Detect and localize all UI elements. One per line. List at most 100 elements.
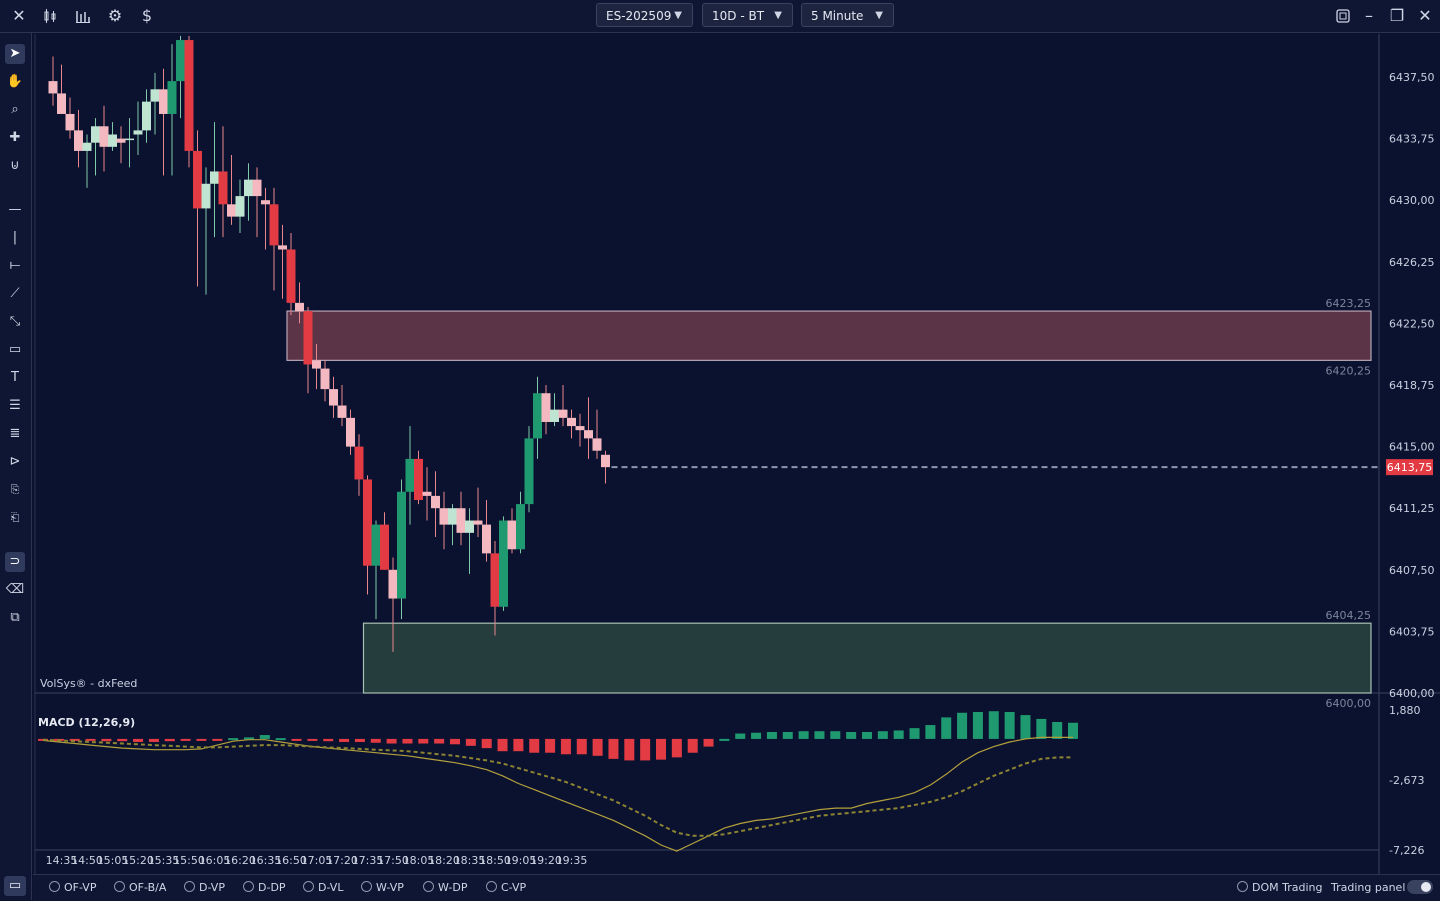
monitor-icon[interactable]: ▭ [4,876,26,896]
candle [269,187,279,291]
radio-of-ba[interactable]: OF-B/A [114,881,166,895]
top-bar: ✕ ⚙ $ ES-202509 ▼ 10D - BT ▼ 5 Minute ▼ – ❐… [0,0,1440,33]
macd-histogram-bar [275,738,286,741]
snap-magnet-icon[interactable]: ⊃ [5,552,25,572]
candle-body [227,204,236,217]
candle-body [210,171,219,184]
macd-histogram-bar [529,738,540,753]
range-select[interactable]: 10D - BT ▼ [702,3,793,27]
price-chart[interactable]: 6423,25 6420,25 6404,25 6400,00 6437,50 6433… [0,0,1440,874]
bar-chart-icon[interactable] [71,4,95,28]
cursor-arrow-icon[interactable]: ➤ [5,44,25,64]
vertical-line-icon[interactable]: | [12,230,18,245]
candle-body [201,183,211,209]
candle-body [465,520,474,533]
chevron-down-icon: ▼ [875,10,883,21]
scale-marker-icon[interactable]: ⎗ [10,511,20,524]
candle-body [337,405,347,418]
candle-body [550,409,559,422]
lines-icon[interactable]: ≣ [9,426,21,441]
symbol-select[interactable]: ES-202509 ▼ [596,3,693,27]
hand-pan-icon[interactable]: ✋ [6,74,24,89]
candle [329,376,338,418]
price-axis: 6437,50 6433,75 6430,00 6426,25 6422,50 6418,… [1389,71,1435,700]
zone-supply[interactable] [286,310,1372,361]
candle [346,409,355,455]
macd-histogram-bar [1036,718,1047,739]
time-tick-label: 16:35 [250,854,282,867]
dollar-icon[interactable]: $ [141,6,153,25]
candle [261,187,270,250]
candle-body [295,302,304,312]
close-icon[interactable]: ✕ [12,6,26,25]
arrow-marker-icon[interactable]: ⊳ [9,454,21,469]
zoom-icon[interactable]: ⌕ [11,102,19,117]
radio-w-dp[interactable]: W-DP [423,881,468,895]
candle-body [133,130,143,135]
price-marker-icon[interactable]: ⎘ [10,483,20,496]
trend-line-icon[interactable]: ⟋ [10,286,20,301]
macd-histogram-bar [244,737,254,740]
macd-histogram-bar [180,738,191,741]
macd-histogram-bar [117,738,128,742]
macd-tick-label: -2,673 [1389,774,1424,787]
radio-d-vl[interactable]: D-VL [303,881,343,895]
horizontal-ray-icon[interactable]: ⟝ [9,258,21,273]
rectangle-icon[interactable]: ▭ [8,342,22,357]
macd-histogram-bar [830,731,841,739]
fib-levels-icon[interactable]: ☰ [9,398,21,413]
candle [533,376,542,459]
screenshot-icon[interactable] [1331,4,1355,28]
macd-panel: 1,880 -2,673 -7,226 [38,704,1424,857]
candle [244,163,253,221]
macd-histogram-bar [671,738,682,758]
dom-trading-radio[interactable]: DOM Trading [1237,881,1322,895]
price-tick-label: 6422,50 [1389,317,1435,330]
macd-histogram-bar [988,711,999,739]
macd-histogram-bar [560,738,571,755]
price-tick-label: 6415,00 [1389,441,1435,454]
horizontal-line-icon[interactable]: — [8,202,22,217]
candle-body [422,491,432,496]
candle-body [533,393,542,439]
radio-d-vp[interactable]: D-VP [184,881,225,895]
radio-of-vp[interactable]: OF-VP [49,881,96,895]
text-icon[interactable]: T [11,370,19,385]
minimize-icon[interactable]: – [1365,6,1373,25]
path-icon[interactable]: ⤡ [9,314,21,329]
zone-bottom-label: 6420,25 [1326,364,1372,377]
macd-histogram-bar [497,738,508,752]
zone-demand[interactable] [362,622,1372,694]
chevron-down-icon: ▼ [774,10,782,21]
macd-histogram-bar [212,738,223,741]
macd-histogram-bar [957,712,968,739]
candle [252,167,262,238]
candlestick-chart-icon[interactable] [39,4,63,28]
settings-gear-icon[interactable]: ⚙ [107,6,123,25]
candle-body [524,438,534,505]
time-tick-label: 14:35 [46,854,78,867]
radio-d-dp[interactable]: D-DP [243,881,286,895]
candle-body [303,311,313,365]
macd-histogram-bar [719,738,730,741]
radio-c-vp[interactable]: C-VP [486,881,526,895]
candle-body [269,204,279,246]
interval-select[interactable]: 5 Minute ▼ [801,3,894,27]
eraser-icon[interactable]: ⌫ [5,582,25,597]
trading-panel-toggle[interactable] [1407,880,1433,894]
candle-body [150,89,160,102]
layers-icon[interactable]: ⧉ [10,610,20,625]
radio-circle-icon [1237,881,1248,892]
magnet-icon[interactable]: ⊍ [10,158,20,173]
radio-w-vp[interactable]: W-VP [361,881,404,895]
macd-histogram-bar [434,738,445,744]
candle [286,233,296,316]
macd-histogram-bar [1052,721,1063,739]
restore-icon[interactable]: ❐ [1389,6,1405,25]
candle-body [448,508,457,525]
window-close-icon[interactable]: ✕ [1418,6,1432,25]
macd-tick-label: 1,880 [1389,704,1421,717]
radio-circle-icon [361,881,372,892]
crosshair-icon[interactable]: ✚ [9,130,21,145]
price-tick-label: 6407,50 [1389,564,1435,577]
